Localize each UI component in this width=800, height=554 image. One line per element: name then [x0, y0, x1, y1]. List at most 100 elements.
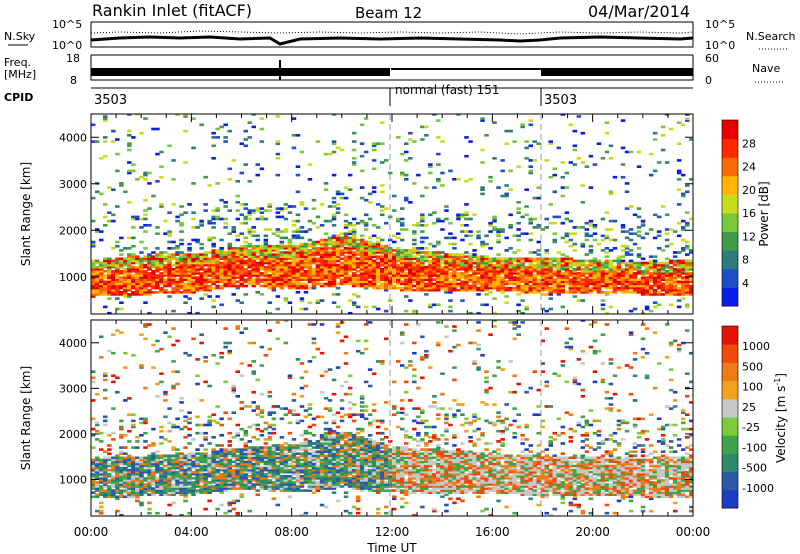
- scatter-cell: [183, 468, 188, 472]
- scatter-cell: [147, 477, 152, 480]
- scatter-cell: [359, 123, 365, 127]
- scatter-cell: [552, 288, 557, 292]
- scatter-cell: [468, 259, 473, 263]
- scatter-cell: [392, 274, 397, 277]
- scatter-cell: [187, 255, 192, 258]
- scatter-cell: [556, 276, 561, 279]
- scatter-cell: [384, 288, 389, 292]
- scatter-cell: [95, 140, 100, 143]
- scatter-cell: [271, 452, 277, 455]
- scatter-cell: [408, 257, 413, 261]
- scatter-cell: [660, 134, 666, 137]
- scatter-cell: [251, 423, 256, 427]
- scatter-cell: [119, 468, 124, 472]
- scatter-cell: [444, 263, 449, 267]
- scatter-cell: [488, 175, 493, 179]
- scatter-cell: [187, 297, 192, 300]
- scatter-cell: [412, 268, 417, 271]
- scatter-cell: [195, 253, 200, 256]
- scatter-cell: [131, 475, 136, 478]
- scatter-cell: [287, 255, 293, 258]
- scatter-cell: [456, 253, 461, 256]
- scatter-cell: [115, 475, 120, 478]
- scatter-cell: [215, 295, 220, 298]
- scatter-cell: [135, 288, 140, 292]
- scatter-cell: [536, 240, 541, 244]
- scatter-cell: [668, 282, 674, 286]
- scatter-cell: [323, 255, 329, 258]
- scatter-cell: [468, 217, 473, 221]
- scatter-cell: [652, 169, 658, 173]
- scatter-cell: [163, 390, 168, 394]
- scatter-cell: [456, 213, 461, 217]
- scatter-cell: [536, 226, 541, 229]
- scatter-cell: [255, 378, 260, 382]
- scatter-cell: [127, 268, 132, 271]
- scatter-cell: [115, 472, 120, 476]
- scatter-cell: [520, 270, 525, 273]
- scatter-cell: [235, 450, 240, 453]
- scatter-cell: [159, 347, 164, 351]
- scatter-cell: [99, 470, 104, 474]
- scatter-cell: [183, 259, 188, 263]
- scatter-cell: [295, 291, 301, 294]
- scatter-cell: [95, 392, 100, 396]
- scatter-cell: [267, 479, 273, 482]
- scatter-cell: [508, 169, 513, 173]
- scatter-cell: [275, 458, 281, 462]
- scatter-cell: [408, 272, 413, 275]
- scatter-cell: [215, 259, 220, 263]
- scatter-cell: [624, 272, 630, 275]
- scatter-cell: [371, 263, 377, 267]
- scatter-cell: [195, 382, 200, 386]
- scatter-cell: [416, 261, 421, 265]
- scatter-cell: [676, 299, 682, 302]
- scatter-cell: [681, 194, 686, 198]
- scatter-cell: [480, 259, 485, 263]
- scatter-cell: [119, 425, 124, 429]
- scatter-cell: [235, 280, 240, 284]
- scatter-cell: [147, 323, 152, 326]
- scatter-cell: [231, 485, 236, 488]
- scatter-cell: [259, 284, 265, 288]
- scatter-cell: [347, 230, 353, 233]
- scatter-cell: [91, 380, 96, 384]
- scatter-cell: [179, 485, 184, 488]
- scatter-cell: [420, 251, 425, 254]
- scatter-cell: [267, 450, 273, 453]
- scatter-cell: [267, 452, 273, 455]
- scatter-cell: [672, 280, 678, 284]
- scatter-cell: [685, 117, 690, 120]
- scatter-cell: [584, 282, 590, 286]
- scatter-cell: [195, 489, 200, 492]
- scatter-cell: [167, 280, 172, 284]
- scatter-cell: [343, 236, 349, 240]
- scatter-cell: [536, 263, 541, 267]
- scatter-cell: [572, 261, 578, 265]
- scatter-cell: [685, 288, 690, 292]
- scatter-cell: [227, 485, 232, 488]
- scatter-cell: [211, 249, 216, 252]
- scatter-cell: [363, 268, 369, 271]
- scatter-cell: [195, 270, 200, 273]
- scatter-cell: [131, 259, 136, 263]
- scatter-cell: [255, 265, 260, 269]
- scatter-cell: [672, 261, 678, 265]
- scatter-cell: [672, 286, 678, 290]
- scatter-cell: [347, 299, 353, 302]
- scatter-cell: [251, 448, 256, 451]
- scatter-cell: [91, 276, 96, 279]
- scatter-cell: [323, 270, 329, 273]
- scatter-cell: [303, 244, 309, 248]
- scatter-cell: [295, 272, 301, 275]
- scatter-cell: [480, 276, 485, 279]
- scatter-cell: [111, 468, 116, 472]
- scatter-cell: [331, 244, 337, 248]
- scatter-cell: [119, 249, 124, 252]
- scatter-cell: [199, 297, 204, 300]
- scatter-cell: [520, 263, 525, 267]
- scatter-cell: [127, 255, 132, 258]
- scatter-cell: [548, 265, 553, 269]
- scatter-cell: [367, 201, 373, 204]
- scatter-cell: [576, 278, 582, 281]
